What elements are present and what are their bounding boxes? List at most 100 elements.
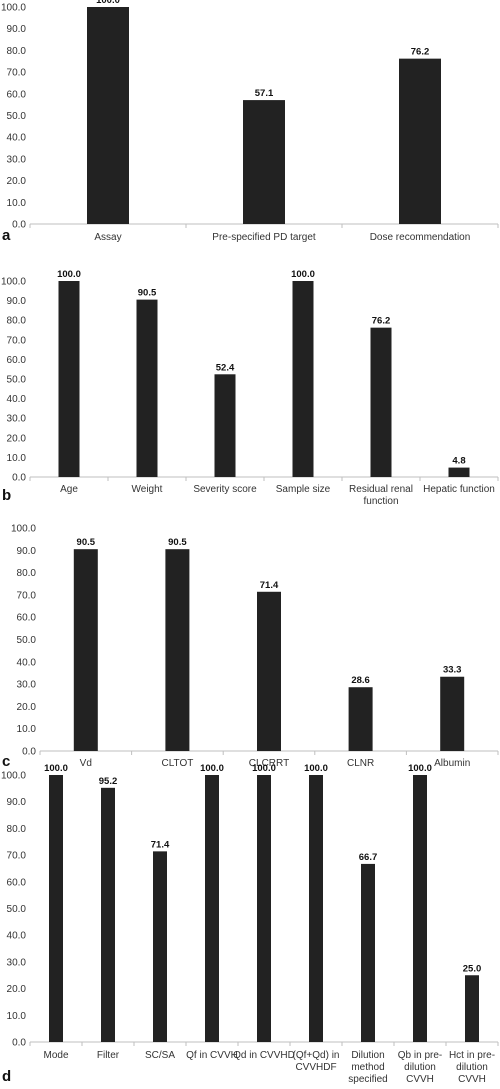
panel-b-value-label-4: 76.2 [372,316,391,327]
panel-b-category-label-0-0: Age [60,484,78,495]
panel-b-bar-0 [58,281,80,477]
panel-b-category-label-2-0: Severity score [193,484,257,495]
panel-a-letter: a [2,227,11,244]
panel-d-bar-8 [465,975,479,1042]
panel-c-ytick-1: 10.0 [17,724,37,735]
panel-d-bar-1 [101,787,115,1042]
panel-d-category-label-1-0: Filter [97,1050,120,1061]
panel-d-bar-2 [153,851,167,1042]
panel-a-ytick-7: 70.0 [7,68,27,79]
panel-c-value-label-1: 90.5 [168,537,187,548]
panel-b-bar-2 [214,374,236,477]
panel-b-value-label-0: 100.0 [57,269,81,280]
panel-a-bar-0 [87,7,129,224]
panel-d-ytick-5: 50.0 [7,904,27,915]
panel-c-value-label-0: 90.5 [77,537,96,548]
panel-d-bar-6 [361,863,375,1042]
panel-a-category-label-0-0: Assay [94,232,121,243]
panel-a-ytick-1: 10.0 [7,198,27,209]
panel-c-bar-0 [73,549,98,751]
panel-d-value-label-2: 71.4 [151,839,170,850]
panel-d-category-label-4-0: Qd in CVVHD [233,1050,295,1061]
panel-a-bar-2 [399,58,441,225]
panel-b-bar-4 [370,327,392,477]
panel-a-ytick-0: 0.0 [12,220,26,231]
panel-d-value-label-8: 25.0 [463,963,482,974]
panel-d-category-label-3-0: Qf in CVVH [186,1050,238,1061]
panel-a-category-label-2-0: Dose recommendation [370,232,471,243]
panel-c-bar-1 [165,549,190,751]
panel-d-ytick-4: 40.0 [7,931,27,942]
panel-d-value-label-7: 100.0 [408,763,432,774]
panel-b-ytick-5: 50.0 [7,375,27,386]
panel-b-ytick-8: 80.0 [7,316,27,327]
panel-d-category-label-7-2: CVVH [406,1074,434,1085]
panel-d-category-label-7-0: Qb in pre- [398,1050,442,1061]
panel-c-value-label-3: 28.6 [351,675,370,686]
panel-c-category-label-1-0: CLTOT [161,758,193,769]
panel-d-category-label-0-0: Mode [43,1050,68,1061]
panel-c-ytick-2: 20.0 [17,702,37,713]
panel-a-bar-1 [243,100,285,224]
panel-a-ytick-3: 30.0 [7,154,27,165]
panel-a-value-label-0: 100.0 [96,0,120,6]
panel-c-ytick-6: 60.0 [17,613,37,624]
panel-b-value-label-5: 4.8 [452,456,465,467]
panel-d-value-label-6: 66.7 [359,852,378,863]
panel-d-bar-4 [257,775,271,1042]
panel-d-bar-7 [413,775,427,1042]
panel-d-ytick-0: 0.0 [12,1038,26,1049]
panel-c-ytick-9: 90.0 [17,546,37,557]
panel-d-ytick-6: 60.0 [7,877,27,888]
panel-d-category-label-5-1: CVVHDF [295,1062,336,1073]
panel-b-ytick-10: 100.0 [1,277,26,288]
panel-a-ytick-10: 100.0 [1,3,26,14]
panel-b-ytick-4: 40.0 [7,394,27,405]
panel-b-ytick-3: 30.0 [7,414,27,425]
panel-d-bar-3 [205,775,219,1042]
panel-d-value-label-3: 100.0 [200,763,224,774]
panel-d-ytick-1: 10.0 [7,1011,27,1022]
panel-b-value-label-3: 100.0 [291,269,315,280]
panel-b-bar-1 [136,299,158,477]
panel-d-letter: d [2,1068,11,1085]
panel-a-ytick-2: 20.0 [7,176,27,187]
panel-b-bar-5 [448,467,470,477]
panel-d-category-label-5-0: (Qf+Qd) in [293,1050,340,1061]
panel-c-ytick-4: 40.0 [17,657,37,668]
panel-d-ytick-3: 30.0 [7,957,27,968]
panel-b-ytick-6: 60.0 [7,355,27,366]
panel-b-category-label-1-0: Weight [132,484,163,495]
panel-c-category-label-3-0: CLNR [347,758,374,769]
panel-d-ytick-7: 70.0 [7,851,27,862]
panel-d-ytick-9: 90.0 [7,797,27,808]
panel-c-ytick-3: 30.0 [17,680,37,691]
panel-a-category-label-1-0: Pre-specified PD target [212,232,316,243]
panel-d-category-label-8-1: dilution [456,1062,488,1073]
panel-d-bar-5 [309,775,323,1042]
panel-b-category-label-4-0: Residual renal [349,484,413,495]
panel-d-bar-0 [49,775,63,1042]
panel-c-category-label-2-0: CLCRRT [249,758,289,769]
panel-b-category-label-5-0: Hepatic function [423,484,495,495]
panel-c-bar-4 [440,676,465,751]
panel-d-category-label-8-0: Hct in pre- [449,1050,495,1061]
panel-c-letter: c [2,753,10,770]
panel-d-category-label-6-0: Dilution [351,1050,384,1061]
panel-c-bar-3 [348,687,373,751]
panel-b-ytick-9: 90.0 [7,296,27,307]
panel-d-value-label-4: 100.0 [252,763,276,774]
panel-c-bar-2 [257,591,281,751]
panel-b-category-label-4-1: function [363,496,398,507]
panel-b-ytick-1: 10.0 [7,453,27,464]
panel-a-value-label-2: 76.2 [411,47,430,58]
panel-c-category-label-0-0: Vd [80,758,92,769]
panel-b-value-label-2: 52.4 [216,362,235,373]
panel-b-ytick-2: 20.0 [7,433,27,444]
panel-d-ytick-8: 80.0 [7,824,27,835]
panel-d-category-label-7-1: dilution [404,1062,436,1073]
panel-a-ytick-4: 40.0 [7,133,27,144]
panel-d-category-label-6-2: specified [348,1074,387,1085]
panel-a-ytick-6: 60.0 [7,89,27,100]
